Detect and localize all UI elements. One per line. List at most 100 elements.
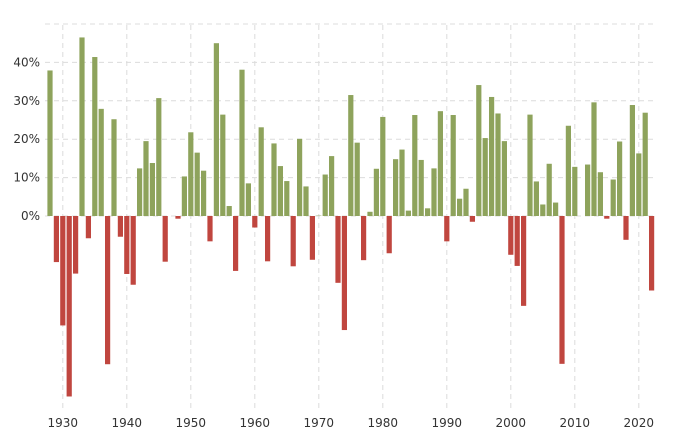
- bar-1950: [188, 132, 193, 216]
- bar-1971: [323, 175, 328, 216]
- bar-1934: [86, 216, 91, 238]
- bar-1988: [431, 168, 436, 216]
- x-axis-ticks: 1930 1940 1950 1960 1970 1980 1990 2000 2010 2020: [48, 416, 655, 430]
- bar-1992: [457, 199, 462, 216]
- bar-1967: [297, 139, 302, 216]
- bar-1965: [284, 181, 289, 216]
- bar-1944: [150, 163, 155, 216]
- bar-1994: [470, 216, 475, 222]
- bar-1973: [335, 216, 340, 283]
- bar-1979: [374, 169, 379, 216]
- x-tick-label: 1930: [48, 416, 79, 430]
- bar-1935: [92, 57, 97, 216]
- bar-1997: [489, 97, 494, 216]
- x-tick-label: 2000: [496, 416, 527, 430]
- bar-2014: [598, 172, 603, 216]
- x-tick-label: 2020: [624, 416, 655, 430]
- bar-1978: [367, 212, 372, 216]
- bar-2000: [508, 216, 513, 255]
- bar-1936: [99, 109, 104, 216]
- bar-2013: [591, 102, 596, 216]
- bar-1987: [425, 208, 430, 216]
- x-tick-label: 2010: [560, 416, 591, 430]
- bar-1980: [380, 117, 385, 216]
- bar-2012: [585, 165, 590, 216]
- bar-2005: [540, 204, 545, 216]
- bar-1989: [438, 111, 443, 216]
- bar-1968: [303, 186, 308, 216]
- bar-1990: [444, 216, 449, 241]
- bar-2016: [611, 180, 616, 216]
- bar-1946: [163, 216, 168, 262]
- bar-2017: [617, 142, 622, 217]
- bar-1929: [54, 216, 59, 262]
- bar-1940: [124, 216, 129, 274]
- bar-1933: [79, 37, 84, 216]
- bar-1949: [182, 176, 187, 216]
- bar-1941: [131, 216, 136, 285]
- bar-1943: [143, 141, 148, 216]
- bar-1998: [495, 113, 500, 216]
- bar-2002: [521, 216, 526, 306]
- bar-1966: [291, 216, 296, 266]
- bar-1983: [399, 150, 404, 216]
- bar-2018: [623, 216, 628, 240]
- bar-1993: [463, 189, 468, 216]
- bar-1956: [227, 206, 232, 216]
- y-tick-label: 20%: [13, 132, 40, 146]
- bar-1928: [47, 70, 52, 216]
- bar-1977: [361, 216, 366, 260]
- x-tick-label: 1990: [432, 416, 463, 430]
- bar-1964: [278, 166, 283, 216]
- bar-1996: [483, 138, 488, 216]
- bar-2010: [572, 167, 577, 216]
- x-tick-label: 1970: [304, 416, 335, 430]
- bar-1985: [412, 115, 417, 216]
- y-tick-label: 40%: [13, 55, 40, 69]
- bar-1991: [451, 115, 456, 216]
- bar-2004: [534, 181, 539, 216]
- bar-1945: [156, 98, 161, 216]
- bar-1930: [60, 216, 65, 325]
- bar-2003: [527, 115, 532, 216]
- y-axis-ticks: 0% 10% 20% 30% 40%: [13, 55, 40, 223]
- bar-1981: [387, 216, 392, 253]
- bar-2007: [553, 203, 558, 216]
- bar-1960: [252, 216, 257, 228]
- bar-1959: [246, 183, 251, 216]
- bar-2021: [643, 113, 648, 216]
- bar-1955: [220, 115, 225, 216]
- bar-1937: [105, 216, 110, 364]
- bar-2006: [547, 164, 552, 216]
- x-tick-label: 1980: [368, 416, 399, 430]
- bar-2001: [515, 216, 520, 266]
- bar-2015: [604, 216, 609, 219]
- y-tick-label: 10%: [13, 171, 40, 185]
- bar-1932: [73, 216, 78, 274]
- bar-2022: [649, 216, 654, 291]
- bar-1957: [233, 216, 238, 271]
- bar-1931: [67, 216, 72, 396]
- bar-1982: [393, 159, 398, 216]
- bar-1952: [201, 171, 206, 216]
- bar-1962: [265, 216, 270, 261]
- bar-1951: [195, 153, 200, 216]
- bar-1969: [310, 216, 315, 260]
- bar-1995: [476, 85, 481, 216]
- y-tick-label: 30%: [13, 94, 40, 108]
- bar-1986: [419, 160, 424, 216]
- bar-1942: [137, 168, 142, 216]
- bar-1938: [111, 119, 116, 216]
- bar-1972: [329, 156, 334, 216]
- x-tick-label: 1950: [176, 416, 207, 430]
- bar-1976: [355, 143, 360, 216]
- bar-1954: [214, 43, 219, 216]
- bar-1948: [175, 216, 180, 219]
- bar-2008: [559, 216, 564, 364]
- bar-1984: [406, 211, 411, 216]
- y-tick-label: 0%: [21, 209, 40, 223]
- x-tick-label: 1960: [240, 416, 271, 430]
- x-tick-label: 1940: [112, 416, 143, 430]
- bar-2009: [566, 126, 571, 216]
